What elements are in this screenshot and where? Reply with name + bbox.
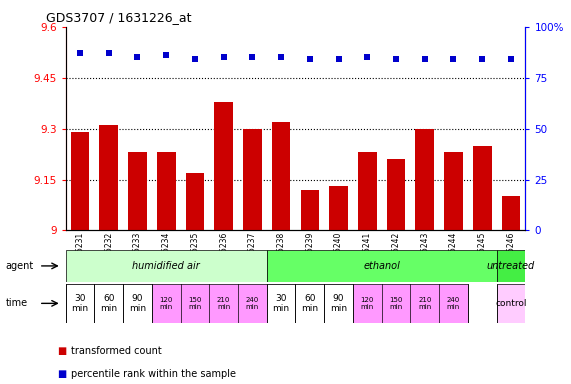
- Bar: [214, 101, 233, 230]
- Text: 150
min: 150 min: [188, 297, 202, 310]
- Point: [363, 55, 372, 61]
- Text: 240
min: 240 min: [447, 297, 460, 310]
- Text: ■: ■: [57, 369, 66, 379]
- Bar: [324, 284, 353, 323]
- Point: [248, 55, 257, 61]
- Point: [133, 55, 142, 61]
- Text: 240
min: 240 min: [246, 297, 259, 310]
- Text: 30
min: 30 min: [272, 294, 289, 313]
- Point: [506, 56, 516, 63]
- Bar: [186, 173, 204, 230]
- Text: ■: ■: [57, 346, 66, 356]
- Text: 150
min: 150 min: [389, 297, 403, 310]
- Text: transformed count: transformed count: [71, 346, 162, 356]
- Point: [305, 56, 315, 63]
- Bar: [300, 190, 319, 230]
- Bar: [66, 284, 94, 323]
- Text: GDS3707 / 1631226_at: GDS3707 / 1631226_at: [46, 12, 191, 25]
- Text: 90
min: 90 min: [129, 294, 146, 313]
- Text: 210
min: 210 min: [418, 297, 432, 310]
- Bar: [329, 186, 348, 230]
- Bar: [416, 129, 434, 230]
- Point: [75, 50, 85, 56]
- Text: 120
min: 120 min: [159, 297, 173, 310]
- Text: untreated: untreated: [487, 261, 535, 271]
- Bar: [267, 250, 497, 282]
- Point: [334, 56, 343, 63]
- Bar: [501, 197, 520, 230]
- Text: 120
min: 120 min: [361, 297, 374, 310]
- Bar: [243, 129, 262, 230]
- Bar: [473, 146, 492, 230]
- Bar: [272, 122, 291, 230]
- Point: [420, 56, 429, 63]
- Text: control: control: [495, 299, 526, 308]
- Bar: [99, 125, 118, 230]
- Bar: [66, 250, 267, 282]
- Text: agent: agent: [6, 261, 34, 271]
- Text: humidified air: humidified air: [132, 261, 200, 271]
- Bar: [387, 159, 405, 230]
- Point: [104, 50, 113, 56]
- Bar: [497, 250, 525, 282]
- Bar: [267, 284, 296, 323]
- Text: ethanol: ethanol: [363, 261, 400, 271]
- Bar: [123, 284, 152, 323]
- Bar: [157, 152, 175, 230]
- Bar: [497, 284, 525, 323]
- Text: 90
min: 90 min: [330, 294, 347, 313]
- Text: percentile rank within the sample: percentile rank within the sample: [71, 369, 236, 379]
- Text: time: time: [6, 298, 28, 308]
- Point: [392, 56, 401, 63]
- Point: [190, 56, 199, 63]
- Bar: [66, 284, 468, 323]
- Text: 210
min: 210 min: [217, 297, 230, 310]
- Bar: [94, 284, 123, 323]
- Bar: [444, 152, 463, 230]
- Text: 60
min: 60 min: [100, 294, 117, 313]
- Point: [162, 52, 171, 58]
- Point: [478, 56, 487, 63]
- Point: [449, 56, 458, 63]
- Bar: [358, 152, 377, 230]
- Bar: [71, 132, 90, 230]
- Point: [276, 55, 286, 61]
- Point: [219, 55, 228, 61]
- Text: 30
min: 30 min: [71, 294, 89, 313]
- Bar: [128, 152, 147, 230]
- Bar: [296, 284, 324, 323]
- Text: 60
min: 60 min: [301, 294, 319, 313]
